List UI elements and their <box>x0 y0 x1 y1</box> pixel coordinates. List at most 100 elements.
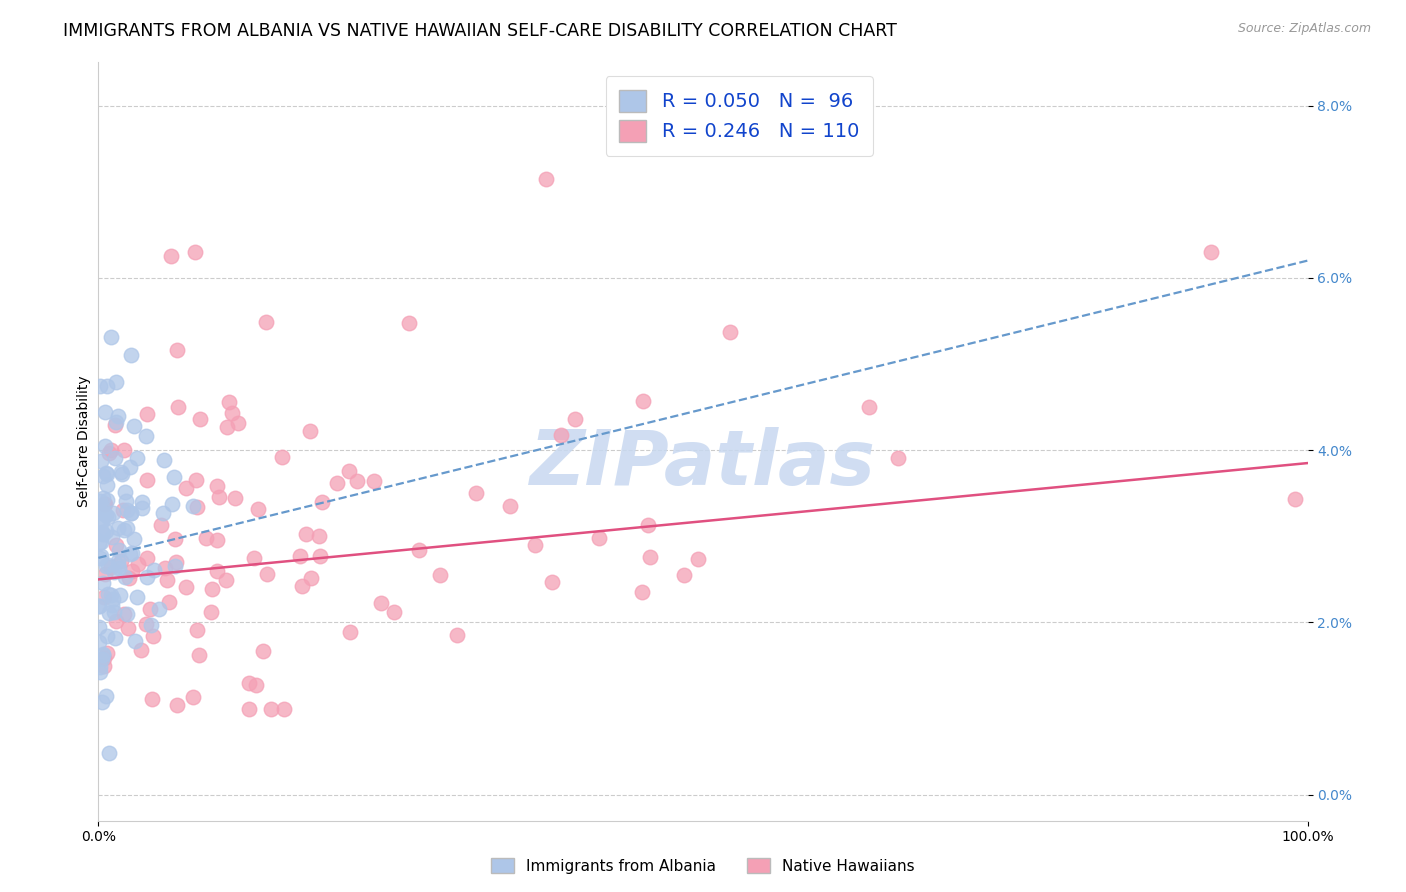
Point <box>112 524 135 538</box>
Text: IMMIGRANTS FROM ALBANIA VS NATIVE HAWAIIAN SELF-CARE DISABILITY CORRELATION CHAR: IMMIGRANTS FROM ALBANIA VS NATIVE HAWAII… <box>63 22 897 40</box>
Point <box>97 446 120 460</box>
Point <box>94 567 117 582</box>
Point <box>136 570 159 584</box>
Point <box>107 554 129 568</box>
Point <box>89 379 111 393</box>
Point <box>181 690 204 704</box>
Text: Source: ZipAtlas.com: Source: ZipAtlas.com <box>1237 22 1371 36</box>
Point <box>384 605 406 619</box>
Point <box>256 567 278 582</box>
Point <box>398 316 420 330</box>
Point <box>163 559 186 574</box>
Point <box>465 486 488 500</box>
Point <box>125 590 148 604</box>
Point <box>114 494 136 508</box>
Point <box>631 394 654 409</box>
Point <box>105 375 128 389</box>
Point <box>104 415 127 429</box>
Point <box>524 538 547 552</box>
Point <box>346 474 368 488</box>
Point <box>127 450 149 465</box>
Point <box>121 564 143 578</box>
Point <box>534 171 557 186</box>
Point <box>93 590 115 604</box>
Point <box>1199 245 1222 260</box>
Point <box>91 525 114 540</box>
Point <box>288 549 311 563</box>
Point <box>564 411 586 425</box>
Point <box>89 494 111 508</box>
Point <box>93 659 115 673</box>
Point <box>363 474 385 488</box>
Point <box>94 439 117 453</box>
Point <box>637 517 659 532</box>
Point <box>673 568 696 582</box>
Point <box>96 493 118 508</box>
Point <box>107 558 129 572</box>
Point <box>90 514 112 528</box>
Point <box>226 416 249 430</box>
Point <box>131 643 153 657</box>
Point <box>163 470 186 484</box>
Point <box>131 495 153 509</box>
Point <box>107 409 129 423</box>
Point <box>108 561 131 575</box>
Point <box>195 531 218 545</box>
Point <box>311 495 333 509</box>
Point <box>308 529 330 543</box>
Point <box>218 394 240 409</box>
Point <box>252 644 274 658</box>
Point <box>103 605 125 619</box>
Point <box>141 691 163 706</box>
Point <box>718 325 741 339</box>
Point <box>87 634 110 648</box>
Point <box>96 629 118 643</box>
Point <box>339 624 361 639</box>
Point <box>142 563 165 577</box>
Point <box>135 429 157 443</box>
Point <box>153 561 176 575</box>
Point <box>309 549 332 564</box>
Point <box>152 506 174 520</box>
Point <box>858 400 880 414</box>
Point <box>97 587 120 601</box>
Point <box>91 500 114 514</box>
Point <box>139 618 162 632</box>
Point <box>207 479 229 493</box>
Point <box>104 631 127 645</box>
Point <box>91 491 114 505</box>
Point <box>184 473 207 487</box>
Point <box>93 506 115 520</box>
Point <box>120 507 142 521</box>
Point <box>139 602 162 616</box>
Point <box>104 418 127 433</box>
Point <box>148 602 170 616</box>
Point <box>89 536 111 550</box>
Point <box>238 676 260 690</box>
Point <box>181 499 204 513</box>
Point <box>200 605 222 619</box>
Point <box>112 607 135 621</box>
Point <box>94 558 117 573</box>
Point <box>370 596 392 610</box>
Point <box>103 592 125 607</box>
Point <box>115 520 138 534</box>
Point <box>686 552 709 566</box>
Point <box>254 315 277 329</box>
Point <box>89 551 111 566</box>
Point <box>1284 492 1306 507</box>
Point <box>295 527 318 541</box>
Point <box>142 629 165 643</box>
Legend: Immigrants from Albania, Native Hawaiians: Immigrants from Albania, Native Hawaiian… <box>485 852 921 880</box>
Point <box>160 498 183 512</box>
Point <box>89 505 111 519</box>
Point <box>120 506 142 520</box>
Point <box>121 546 143 560</box>
Point <box>135 616 157 631</box>
Point <box>91 648 114 663</box>
Point <box>96 646 118 660</box>
Point <box>326 476 349 491</box>
Point <box>111 502 134 516</box>
Point <box>96 379 118 393</box>
Point <box>94 508 117 522</box>
